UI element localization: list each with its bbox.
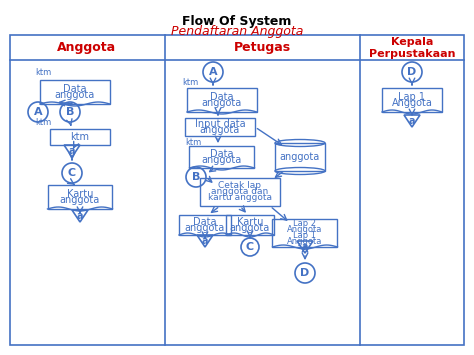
Text: Petugas: Petugas: [233, 42, 291, 55]
Text: Pendaftaran Anggota: Pendaftaran Anggota: [171, 25, 303, 38]
Text: Data: Data: [63, 84, 87, 94]
Text: anggota: anggota: [202, 155, 242, 165]
Text: Input data: Input data: [195, 119, 246, 129]
Text: B: B: [192, 172, 200, 182]
Text: a: a: [202, 236, 208, 246]
Text: C: C: [246, 242, 254, 252]
Text: Cetak lap: Cetak lap: [219, 181, 262, 191]
Text: Flow Of System: Flow Of System: [182, 15, 292, 28]
Text: ktm: ktm: [35, 68, 51, 77]
Text: Lap 2: Lap 2: [293, 219, 317, 229]
Text: anggota: anggota: [280, 152, 320, 162]
Text: Lap 1: Lap 1: [293, 231, 317, 240]
Text: a: a: [69, 146, 75, 157]
Text: Lap 1: Lap 1: [399, 92, 426, 102]
Text: Anggota: Anggota: [57, 42, 117, 55]
Text: Kepala
Perpustakaan: Kepala Perpustakaan: [369, 37, 455, 59]
Text: a: a: [77, 211, 83, 222]
Text: Anggota: Anggota: [287, 237, 323, 246]
Text: Data: Data: [210, 149, 234, 159]
Text: anggota: anggota: [200, 125, 240, 135]
Text: A: A: [209, 67, 217, 77]
Text: anggota: anggota: [202, 98, 242, 108]
Text: a: a: [302, 242, 308, 252]
Text: Data: Data: [193, 217, 217, 227]
Text: anggota: anggota: [55, 90, 95, 100]
Text: anggota: anggota: [60, 195, 100, 205]
Text: ktm: ktm: [182, 78, 198, 87]
Text: a: a: [409, 116, 415, 126]
Text: kartu anggota: kartu anggota: [208, 193, 272, 202]
Text: ktm: ktm: [71, 132, 90, 142]
Text: A: A: [34, 107, 42, 117]
Text: B: B: [66, 107, 74, 117]
Text: C: C: [68, 168, 76, 178]
Text: ktm: ktm: [185, 138, 201, 147]
Text: Kartu: Kartu: [237, 217, 263, 227]
Text: anggota dan: anggota dan: [211, 187, 269, 197]
Text: D: D: [407, 67, 417, 77]
Text: Anggota: Anggota: [392, 98, 432, 108]
Text: ktm: ktm: [35, 118, 51, 127]
Text: D: D: [301, 268, 310, 278]
Text: anggota: anggota: [185, 223, 225, 233]
Text: Anggota: Anggota: [287, 225, 323, 235]
Text: anggota: anggota: [230, 223, 270, 233]
Text: Data: Data: [210, 92, 234, 102]
Bar: [10, 35, 464, 345]
Text: Kartu: Kartu: [67, 189, 93, 199]
